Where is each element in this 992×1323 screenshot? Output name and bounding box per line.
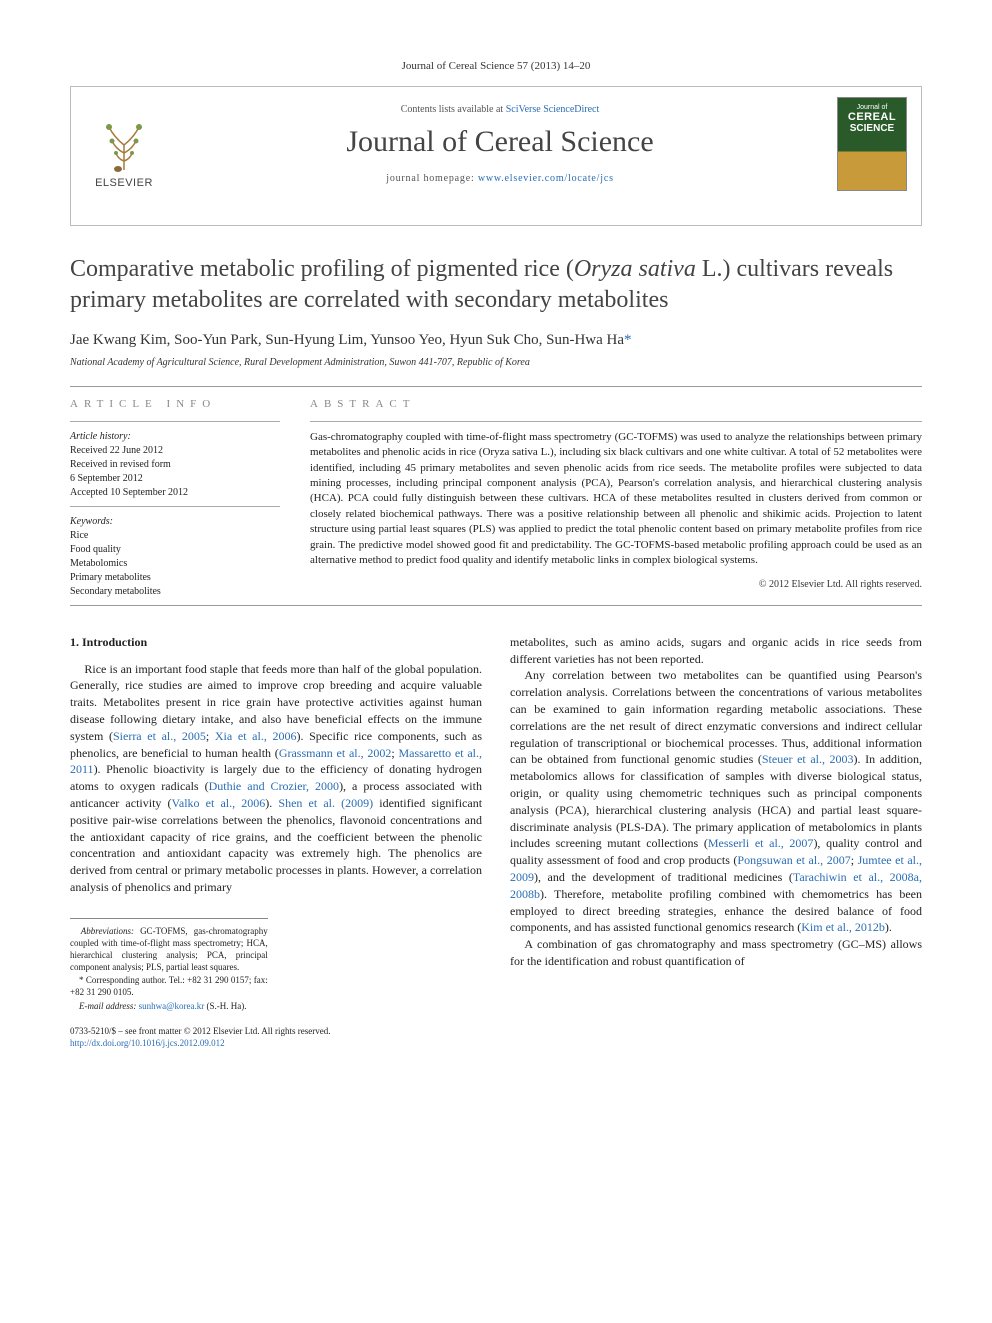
body-columns: 1. Introduction Rice is an important foo… [70,634,922,1013]
history-accepted: Accepted 10 September 2012 [70,486,280,500]
text-run: ; [206,729,215,743]
citation-link[interactable]: Kim et al., 2012b [801,920,885,934]
cover-line2: CEREAL [848,111,896,123]
doi-link[interactable]: http://dx.doi.org/10.1016/j.jcs.2012.09.… [70,1038,225,1048]
publisher-name: ELSEVIER [95,177,153,189]
citation-link[interactable]: Grassmann et al., 2002 [279,746,392,760]
cover-line1: Journal of [857,104,888,111]
history-received: Received 22 June 2012 [70,444,280,458]
email-link[interactable]: sunhwa@korea.kr [139,1001,205,1011]
citation-link[interactable]: Pongsuwan et al., 2007 [737,853,850,867]
col2-continuation: metabolites, such as amino acids, sugars… [510,634,922,668]
keyword-item: Metabolomics [70,557,280,571]
text-run: ), and the development of traditional me… [534,870,793,884]
keyword-item: Rice [70,529,280,543]
divider [70,386,922,387]
text-run: ). [885,920,892,934]
text-run: ). [265,796,278,810]
homepage-link[interactable]: www.elsevier.com/locate/jcs [478,173,614,184]
keyword-item: Secondary metabolites [70,585,280,599]
abbreviations-footnote: Abbreviations: GC-TOFMS, gas-chromatogra… [70,925,268,974]
masthead: ELSEVIER Contents lists available at Sci… [70,86,922,226]
affiliation: National Academy of Agricultural Science… [70,357,922,368]
citation-link[interactable]: Shen et al. (2009) [278,796,373,810]
col2-paragraph-1: Any correlation between two metabolites … [510,667,922,936]
corresponding-footnote: * Corresponding author. Tel.: +82 31 290… [70,974,268,998]
citation-link[interactable]: Duthie and Crozier, 2000 [209,779,339,793]
body-column-right: metabolites, such as amino acids, sugars… [510,634,922,1013]
contents-text: Contents lists available at [401,104,506,115]
abbrev-label: Abbreviations: [81,926,134,936]
abstract-text: Gas-chromatography coupled with time-of-… [310,430,922,569]
citation-link[interactable]: Valko et al., 2006 [172,796,266,810]
keywords-label: Keywords: [70,515,280,529]
body-column-left: 1. Introduction Rice is an important foo… [70,634,482,1013]
abstract-column: ABSTRACT Gas-chromatography coupled with… [310,397,922,598]
history-revised-label: Received in revised form [70,458,280,472]
title-part-pre: Comparative metabolic profiling of pigme… [70,256,574,282]
text-run: ; [851,853,858,867]
abstract-label: ABSTRACT [310,397,922,412]
email-label: E-mail address: [79,1001,136,1011]
history-revised-date: 6 September 2012 [70,472,280,486]
email-footnote: E-mail address: sunhwa@korea.kr (S.-H. H… [70,1000,268,1012]
homepage-label: journal homepage: [386,173,478,184]
divider [70,506,280,507]
cover-line3: SCIENCE [850,123,894,134]
keyword-item: Food quality [70,543,280,557]
contents-available-line: Contents lists available at SciVerse Sci… [163,104,837,115]
keyword-item: Primary metabolites [70,571,280,585]
divider [70,605,922,606]
article-info-column: ARTICLE INFO Article history: Received 2… [70,397,280,598]
authors-line: Jae Kwang Kim, Soo-Yun Park, Sun-Hyung L… [70,332,922,349]
article-title: Comparative metabolic profiling of pigme… [70,254,922,316]
sciencedirect-link[interactable]: SciVerse ScienceDirect [506,104,600,115]
copyright-line: © 2012 Elsevier Ltd. All rights reserved… [310,578,922,592]
citation-link[interactable]: Xia et al., 2006 [215,729,297,743]
journal-cover-thumbnail: Journal of CEREAL SCIENCE [837,97,907,191]
citation-link[interactable]: Steuer et al., 2003 [762,752,854,766]
footnotes: Abbreviations: GC-TOFMS, gas-chromatogra… [70,918,268,1012]
section-heading-introduction: 1. Introduction [70,634,482,651]
homepage-line: journal homepage: www.elsevier.com/locat… [163,173,837,184]
divider [310,421,922,422]
corresponding-mark: * [624,332,632,348]
history-label: Article history: [70,430,280,444]
publisher-logo: ELSEVIER [85,99,163,189]
running-header: Journal of Cereal Science 57 (2013) 14–2… [70,60,922,72]
title-species-italic: Oryza sativa [574,256,696,282]
text-run: ; [391,746,398,760]
journal-name: Journal of Cereal Science [163,125,837,159]
divider [70,421,280,422]
elsevier-tree-icon [94,115,154,175]
text-run: identified significant positive pair-wis… [70,796,482,894]
front-matter-line: 0733-5210/$ – see front matter © 2012 El… [70,1025,922,1037]
email-suffix: (S.-H. Ha). [204,1001,246,1011]
author-names: Jae Kwang Kim, Soo-Yun Park, Sun-Hyung L… [70,332,624,348]
col2-paragraph-2: A combination of gas chromatography and … [510,936,922,970]
citation-link[interactable]: Sierra et al., 2005 [113,729,206,743]
intro-paragraph-1: Rice is an important food staple that fe… [70,661,482,896]
citation-link[interactable]: Messerli et al., 2007 [708,836,814,850]
article-info-label: ARTICLE INFO [70,397,280,412]
bottom-matter: 0733-5210/$ – see front matter © 2012 El… [70,1025,922,1049]
